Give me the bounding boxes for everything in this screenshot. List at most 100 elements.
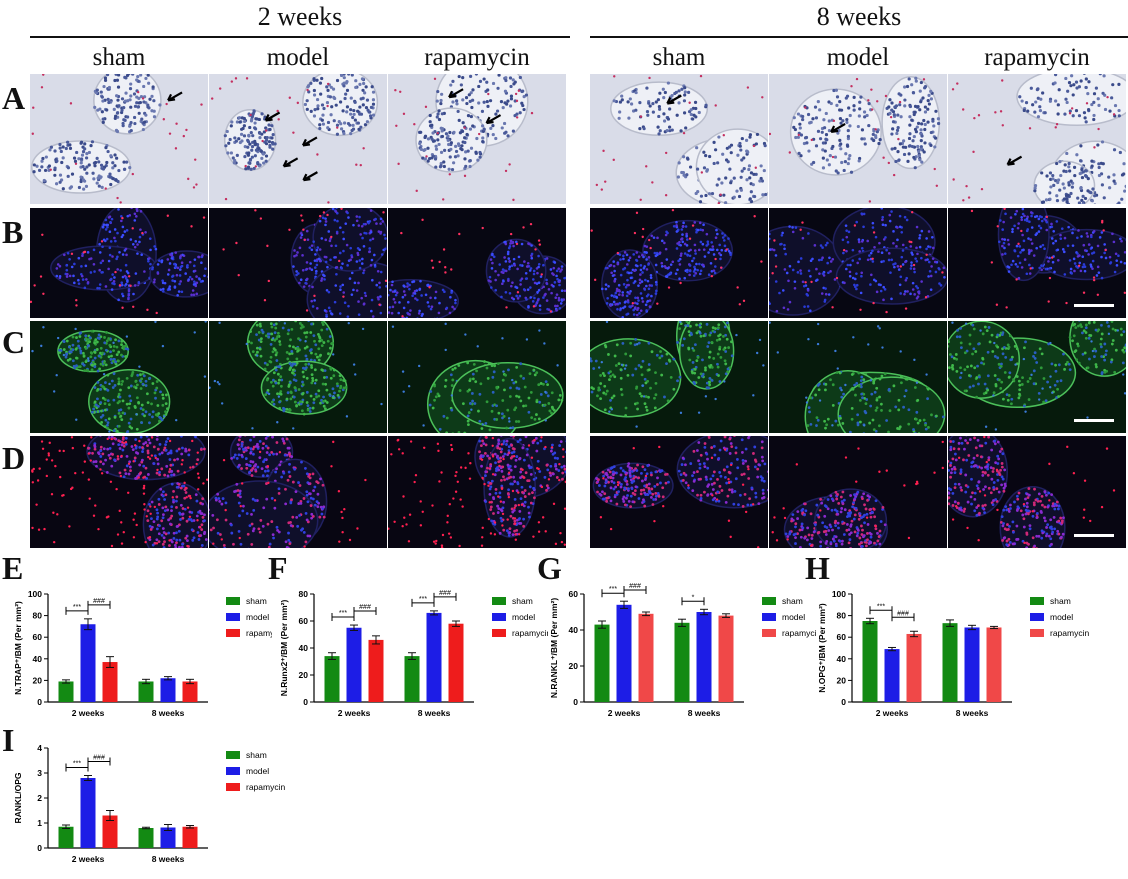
micrograph-a-8w-model <box>769 74 947 204</box>
legend-swatch-rapamycin <box>492 629 506 637</box>
bar-rapamycin <box>368 639 384 702</box>
sig-label: *** <box>73 761 81 768</box>
y-tick-label: 3 <box>37 768 42 778</box>
bar-rapamycin <box>102 662 118 702</box>
bar-rapamycin <box>718 615 734 702</box>
legend-swatch-model <box>762 613 776 621</box>
y-tick-label: 20 <box>569 661 579 671</box>
chart-e-trap: N.TRAP⁺/BM (Per mm²) 0 20 40 60 80 100 2 weeks 8… <box>13 589 272 718</box>
bar-sham <box>404 656 420 702</box>
x-tick-label: 8 weeks <box>956 708 989 718</box>
col-label-rapamycin-8w: rapamycin <box>984 44 1090 71</box>
bar-model <box>426 612 442 702</box>
legend-swatch-model <box>492 613 506 621</box>
micrograph-a-8w-sham <box>590 74 768 204</box>
legend-label-model: model <box>782 612 805 622</box>
legend-label-rapamycin: rapamycin <box>246 628 272 638</box>
sig-label: ### <box>629 583 641 590</box>
y-tick-label: 80 <box>299 589 309 599</box>
y-axis-label: N.OPG⁺/BM (Per mm²) <box>817 603 827 693</box>
bar-sham <box>324 656 340 702</box>
bar-model <box>160 827 176 848</box>
chart-g-rankl: N.RANKL⁺/BM (Per mm²) 0 20 40 60 2 weeks 8 wee… <box>549 583 816 718</box>
micrograph-c-8w-sham <box>590 321 768 433</box>
micrograph-b-2w-rapamycin <box>388 208 566 318</box>
legend-swatch-sham <box>762 597 776 605</box>
legend-swatch-rapamycin <box>226 783 240 791</box>
x-tick-label: 8 weeks <box>152 708 185 718</box>
micrograph-c-2w-model <box>209 321 387 433</box>
sig-label: ### <box>897 610 909 617</box>
col-label-sham-8w: sham <box>652 44 706 71</box>
legend-swatch-sham <box>226 751 240 759</box>
header-8-weeks: 8 weeks <box>816 2 902 31</box>
chart-letter-f: F <box>268 550 288 586</box>
bar-sham <box>138 681 154 702</box>
micrograph-d-2w-model <box>209 436 387 548</box>
legend-label-rapamycin: rapamycin <box>1050 628 1089 638</box>
micrograph-c-2w-sham <box>30 321 208 433</box>
bar-rapamycin <box>986 627 1002 702</box>
y-tick-label: 80 <box>33 611 43 621</box>
legend-label-model: model <box>512 612 535 622</box>
y-tick-label: 60 <box>569 589 579 599</box>
bar-rapamycin <box>102 815 118 848</box>
row-label-c: C <box>2 324 26 360</box>
col-label-model-8w: model <box>826 44 890 71</box>
x-tick-label: 8 weeks <box>418 708 451 718</box>
micrograph-b-2w-model <box>209 208 387 318</box>
y-tick-label: 0 <box>841 697 846 707</box>
y-tick-label: 0 <box>303 697 308 707</box>
chart-letter-e: E <box>2 550 24 586</box>
x-tick-label: 2 weeks <box>72 854 105 864</box>
legend-swatch-model <box>226 613 240 621</box>
chart-letter-g: G <box>537 550 562 586</box>
chart-letter-i: I <box>2 722 15 758</box>
y-axis-label: N.TRAP⁺/BM (Per mm²) <box>13 601 23 695</box>
legend-label-sham: sham <box>246 750 267 760</box>
legend-label-sham: sham <box>1050 596 1071 606</box>
y-tick-label: 60 <box>837 632 847 642</box>
micrograph-c-8w-model <box>769 321 947 433</box>
micrograph-a-8w-rapamycin <box>948 74 1126 204</box>
y-tick-label: 2 <box>37 793 42 803</box>
micrograph-d-2w-sham <box>30 436 208 548</box>
y-axis-label: N.Runx2⁺/BM (Per mm²) <box>279 600 289 697</box>
col-label-rapamycin-2w: rapamycin <box>424 44 530 71</box>
y-tick-label: 40 <box>837 654 847 664</box>
legend-label-model: model <box>1050 612 1073 622</box>
bar-sham <box>58 826 74 848</box>
legend-swatch-rapamycin <box>1030 629 1044 637</box>
micrograph-b-8w-model <box>769 208 947 318</box>
x-tick-label: 2 weeks <box>876 708 909 718</box>
y-tick-label: 0 <box>37 843 42 853</box>
micrograph-a-2w-sham <box>30 74 208 204</box>
header-rule-left <box>30 36 570 38</box>
micrograph-a-2w-rapamycin <box>388 74 566 204</box>
sig-label: ### <box>359 604 371 611</box>
bar-model <box>346 627 362 702</box>
chart-f-runx2: N.Runx2⁺/BM (Per mm²) 0 20 40 60 80 2 weeks 8 w… <box>279 589 548 718</box>
y-tick-label: 100 <box>832 589 846 599</box>
legend-label-sham: sham <box>782 596 803 606</box>
sig-label: *** <box>73 604 81 611</box>
bar-sham <box>58 681 74 702</box>
legend-label-rapamycin: rapamycin <box>782 628 816 638</box>
y-axis-label: RANKL/OPG <box>13 772 23 823</box>
y-tick-label: 80 <box>837 611 847 621</box>
legend-label-sham: sham <box>512 596 533 606</box>
bar-sham <box>942 623 958 702</box>
bar-model <box>964 627 980 702</box>
legend-swatch-sham <box>226 597 240 605</box>
bar-model <box>80 624 96 702</box>
row-label-b: B <box>2 214 24 250</box>
x-tick-label: 8 weeks <box>152 854 185 864</box>
sig-label: *** <box>419 596 427 603</box>
col-label-sham-2w: sham <box>92 44 146 71</box>
legend-label-model: model <box>246 612 269 622</box>
sig-label: * <box>692 594 695 601</box>
micrograph-d-8w-model <box>769 436 947 548</box>
y-tick-label: 20 <box>33 675 43 685</box>
legend-label-rapamycin: rapamycin <box>246 782 285 792</box>
micrograph-d-8w-sham <box>590 436 768 548</box>
